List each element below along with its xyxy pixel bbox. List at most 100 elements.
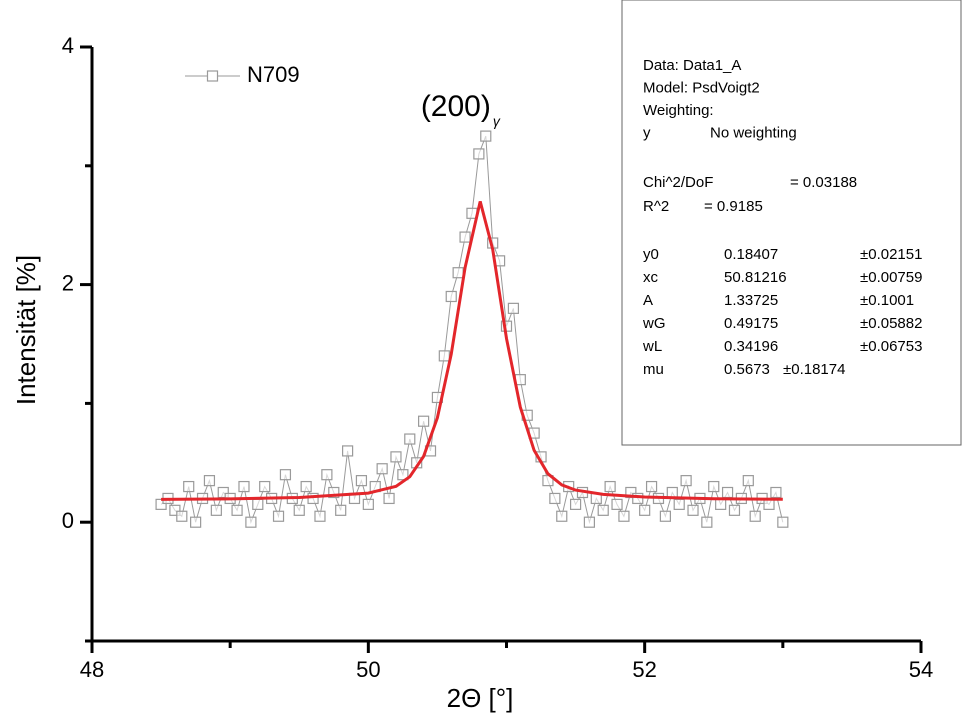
data-point bbox=[569, 498, 582, 510]
fit-text: R^2 bbox=[643, 198, 669, 215]
data-point bbox=[639, 504, 651, 516]
data-point bbox=[687, 504, 699, 516]
data-point bbox=[473, 148, 485, 160]
fit-text: wL bbox=[642, 338, 662, 355]
data-point bbox=[335, 504, 347, 516]
data-point bbox=[183, 480, 195, 493]
fit-text: Model: PsdVoigt2 bbox=[643, 79, 760, 96]
fit-text: 0.34196 bbox=[724, 338, 778, 355]
y-tick-label: 4 bbox=[62, 33, 74, 58]
data-point bbox=[777, 516, 789, 528]
data-point bbox=[342, 445, 354, 457]
data-point bbox=[321, 469, 333, 481]
peak-label: (200) bbox=[421, 90, 491, 123]
data-point bbox=[383, 492, 395, 505]
data-point bbox=[300, 480, 312, 493]
data-point bbox=[556, 510, 568, 522]
fit-text: 0.18407 bbox=[724, 246, 778, 263]
data-point bbox=[293, 504, 305, 516]
fit-text: Chi^2/DoF bbox=[643, 174, 713, 191]
data-point bbox=[645, 480, 658, 493]
x-tick-label: 50 bbox=[356, 657, 380, 682]
fit-text: 50.81216 bbox=[724, 269, 787, 286]
fit-text: mu bbox=[643, 361, 664, 378]
data-point bbox=[673, 498, 685, 510]
fit-text: A bbox=[643, 292, 653, 309]
fit-text: 0.5673 bbox=[724, 361, 770, 378]
x-axis-label: 2Θ [°] bbox=[447, 683, 514, 713]
data-point bbox=[362, 498, 374, 510]
data-point bbox=[355, 475, 368, 487]
fit-text: No weighting bbox=[710, 124, 797, 141]
data-point bbox=[611, 498, 623, 510]
legend-label: N709 bbox=[247, 62, 300, 87]
legend-marker bbox=[206, 70, 219, 82]
fit-text: y0 bbox=[643, 246, 659, 263]
peak-subscript: γ bbox=[493, 113, 501, 129]
data-point bbox=[583, 516, 596, 528]
fit-text: = 0.03188 bbox=[790, 174, 857, 191]
data-point bbox=[259, 480, 271, 493]
data-point bbox=[328, 486, 340, 499]
data-point bbox=[438, 350, 450, 362]
data-point bbox=[314, 510, 326, 522]
data-point bbox=[659, 510, 671, 522]
data-point bbox=[721, 486, 734, 499]
data-point bbox=[708, 480, 720, 493]
data-point bbox=[418, 415, 430, 427]
data-point bbox=[770, 486, 782, 499]
data-point bbox=[252, 498, 264, 510]
fit-text: 0.49175 bbox=[724, 315, 778, 332]
y-tick-label: 0 bbox=[62, 508, 74, 533]
data-point bbox=[155, 498, 167, 510]
data-point bbox=[742, 475, 754, 487]
y-axis-label: Intensität [%] bbox=[11, 255, 41, 405]
fit-text: ±0.1001 bbox=[860, 292, 914, 309]
data-point bbox=[749, 510, 761, 522]
data-point bbox=[176, 510, 188, 522]
data-point bbox=[666, 486, 678, 499]
data-point bbox=[632, 492, 644, 505]
data-point bbox=[507, 302, 520, 314]
data-point bbox=[279, 469, 292, 481]
fit-text: xc bbox=[643, 269, 659, 286]
data-point bbox=[238, 480, 250, 493]
data-point bbox=[376, 463, 388, 475]
data-point bbox=[245, 516, 257, 528]
x-tick-label: 48 bbox=[80, 657, 104, 682]
fit-text: Weighting: bbox=[643, 102, 714, 119]
data-point bbox=[445, 290, 457, 303]
data-point bbox=[231, 504, 243, 516]
data-point bbox=[404, 433, 416, 445]
data-point bbox=[715, 498, 727, 510]
data-point bbox=[169, 504, 181, 516]
fit-box bbox=[621, 0, 962, 446]
fit-text: ±0.00759 bbox=[860, 269, 922, 286]
fit-text: y bbox=[643, 124, 651, 141]
y-tick-label: 2 bbox=[62, 270, 74, 295]
data-point bbox=[728, 504, 741, 516]
data-point bbox=[701, 516, 713, 528]
fit-text: wG bbox=[642, 315, 666, 332]
fit-text: = 0.9185 bbox=[704, 198, 763, 215]
fit-text: Data: Data1_A bbox=[643, 57, 741, 74]
data-point bbox=[597, 504, 609, 516]
data-point bbox=[397, 469, 409, 481]
data-point bbox=[210, 504, 222, 516]
data-point bbox=[549, 492, 561, 505]
x-tick-label: 54 bbox=[909, 657, 933, 682]
data-point bbox=[190, 516, 202, 528]
data-point bbox=[452, 267, 464, 279]
data-point bbox=[459, 231, 471, 243]
fit-text: ±0.18174 bbox=[783, 361, 845, 378]
data-point bbox=[604, 480, 616, 493]
fit-line bbox=[161, 201, 783, 501]
data-point bbox=[480, 130, 492, 142]
fit-text: ±0.05882 bbox=[860, 315, 922, 332]
fit-text: ±0.06753 bbox=[860, 338, 922, 355]
x-tick-label: 52 bbox=[632, 657, 656, 682]
fit-text: 1.33725 bbox=[724, 292, 778, 309]
data-point bbox=[272, 510, 285, 522]
